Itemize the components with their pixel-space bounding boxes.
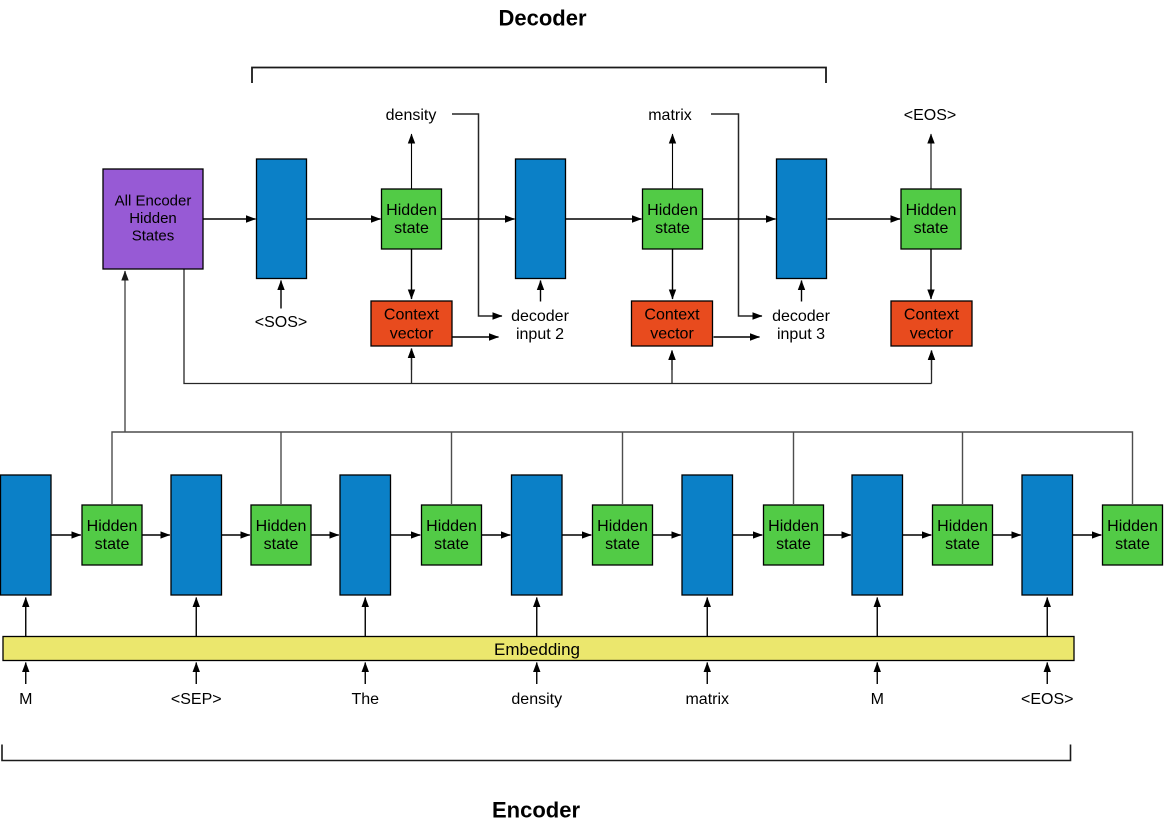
svg-text:Hidden: Hidden — [87, 518, 138, 535]
svg-text:matrix: matrix — [648, 107, 692, 124]
svg-text:state: state — [394, 220, 429, 237]
svg-text:state: state — [434, 536, 469, 553]
svg-text:state: state — [1115, 536, 1150, 553]
svg-text:state: state — [264, 536, 299, 553]
svg-text:vector: vector — [910, 326, 954, 343]
svg-text:decoder: decoder — [511, 308, 569, 325]
svg-text:Hidden: Hidden — [386, 202, 437, 219]
svg-text:All Encoder: All Encoder — [115, 193, 192, 210]
svg-text:Encoder: Encoder — [492, 798, 580, 823]
svg-text:state: state — [605, 536, 640, 553]
svg-text:<SOS>: <SOS> — [255, 314, 307, 331]
svg-text:Hidden: Hidden — [768, 518, 819, 535]
svg-text:Hidden: Hidden — [906, 202, 957, 219]
svg-text:M: M — [19, 691, 32, 708]
svg-text:state: state — [945, 536, 980, 553]
svg-text:vector: vector — [390, 326, 434, 343]
svg-text:input 2: input 2 — [516, 326, 564, 343]
svg-text:state: state — [655, 220, 690, 237]
svg-text:state: state — [95, 536, 130, 553]
svg-text:Hidden: Hidden — [426, 518, 477, 535]
svg-text:decoder: decoder — [772, 308, 830, 325]
svg-text:<EOS>: <EOS> — [1021, 691, 1073, 708]
svg-text:Hidden: Hidden — [129, 210, 177, 227]
svg-text:Hidden: Hidden — [1107, 518, 1158, 535]
svg-text:state: state — [914, 220, 949, 237]
svg-text:vector: vector — [650, 326, 694, 343]
svg-text:<SEP>: <SEP> — [171, 691, 222, 708]
svg-text:Hidden: Hidden — [647, 202, 698, 219]
svg-text:Hidden: Hidden — [937, 518, 988, 535]
svg-text:Context: Context — [644, 307, 700, 324]
svg-text:matrix: matrix — [685, 691, 729, 708]
svg-text:input 3: input 3 — [777, 326, 825, 343]
svg-text:state: state — [776, 536, 811, 553]
svg-text:States: States — [132, 228, 175, 245]
svg-text:Hidden: Hidden — [597, 518, 648, 535]
svg-text:Decoder: Decoder — [498, 6, 586, 31]
svg-text:<EOS>: <EOS> — [904, 107, 956, 124]
svg-text:Context: Context — [384, 307, 440, 324]
svg-text:Hidden: Hidden — [256, 518, 307, 535]
svg-text:density: density — [386, 107, 437, 124]
svg-text:M: M — [871, 691, 884, 708]
svg-text:density: density — [511, 691, 562, 708]
svg-text:The: The — [351, 691, 379, 708]
svg-text:Context: Context — [904, 307, 960, 324]
svg-text:Embedding: Embedding — [494, 640, 580, 659]
